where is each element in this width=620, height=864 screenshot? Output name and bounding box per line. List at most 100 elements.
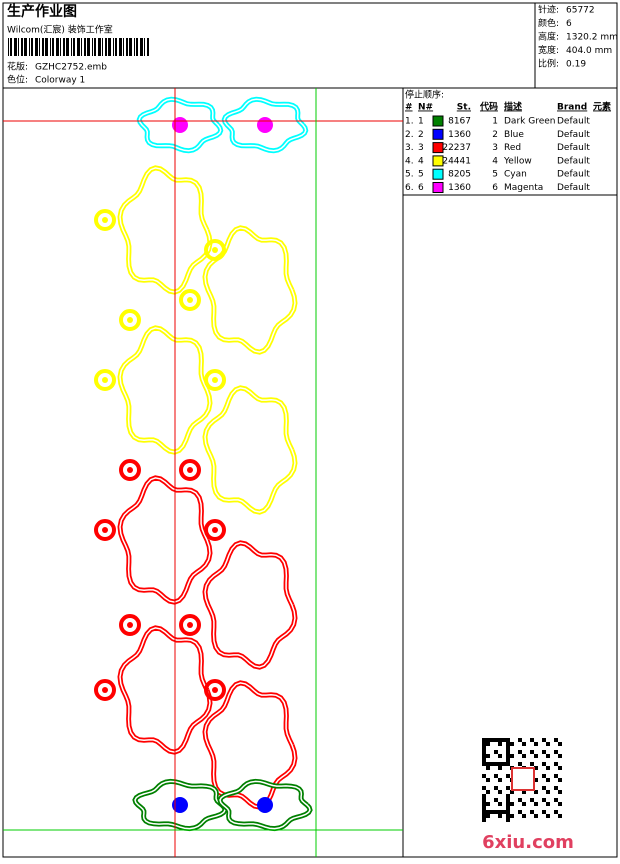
barcode-bar xyxy=(102,38,103,56)
qr-cell xyxy=(506,758,510,762)
qr-cell xyxy=(546,754,550,758)
qr-cell xyxy=(546,766,550,770)
qr-cell xyxy=(554,762,558,766)
qr-cell xyxy=(482,814,486,818)
cell: 2 xyxy=(492,130,498,140)
qr-cell xyxy=(510,742,514,746)
qr-cell xyxy=(522,814,526,818)
motif-dot xyxy=(187,622,193,628)
column-header: St. xyxy=(457,103,471,113)
motif-dot xyxy=(212,687,218,693)
qr-cell xyxy=(486,738,490,742)
qr-cell xyxy=(554,738,558,742)
cell: 4 xyxy=(492,156,498,166)
qr-cell xyxy=(506,742,510,746)
qr-cell xyxy=(482,794,486,798)
qr-cell xyxy=(554,750,558,754)
qr-cell xyxy=(542,810,546,814)
barcode-bar xyxy=(14,38,17,56)
cell: 24441 xyxy=(442,156,471,166)
cell: Cyan xyxy=(504,170,527,180)
motif-dot xyxy=(127,317,133,323)
motif xyxy=(134,780,226,830)
qr-cell xyxy=(506,802,510,806)
motif-ring xyxy=(119,309,141,331)
cell: Default xyxy=(557,117,590,127)
barcode-bar xyxy=(115,38,117,56)
qr-cell xyxy=(506,738,510,742)
qr-cell xyxy=(486,802,490,806)
motif xyxy=(172,117,188,133)
qr-cell xyxy=(506,786,510,790)
barcode-bar xyxy=(8,38,9,56)
qr-cell xyxy=(482,798,486,802)
qr-cell xyxy=(518,738,522,742)
qr-cell xyxy=(558,814,562,818)
qr-cell xyxy=(534,754,538,758)
motif xyxy=(119,167,211,293)
qr-cell xyxy=(482,738,486,742)
qr-cell xyxy=(506,794,510,798)
qr-cell xyxy=(554,810,558,814)
qr-cell xyxy=(482,762,486,766)
cell: 5 xyxy=(418,170,424,180)
motif xyxy=(119,477,211,603)
watermark: 6xiu.com xyxy=(482,832,574,853)
barcode-bar xyxy=(71,38,72,56)
qr-cell xyxy=(486,814,490,818)
motif xyxy=(219,780,311,830)
qr-cell xyxy=(510,802,514,806)
qr-cell xyxy=(554,786,558,790)
motif-ring xyxy=(179,459,201,481)
qr-cell xyxy=(490,762,494,766)
column-header: 描述 xyxy=(504,101,522,113)
qr-cell xyxy=(498,790,502,794)
motif-dot xyxy=(212,527,218,533)
motif-dot xyxy=(187,467,193,473)
qr-cell xyxy=(542,750,546,754)
barcode-bar xyxy=(63,38,65,56)
barcode-bar xyxy=(24,38,27,56)
qr-cell xyxy=(546,802,550,806)
info-value: 0.19 xyxy=(566,60,586,70)
qr-cell xyxy=(498,814,502,818)
qr-cell xyxy=(546,790,550,794)
info-label: 宽度: xyxy=(538,44,559,56)
qr-cell xyxy=(518,750,522,754)
cell: 6 xyxy=(418,183,424,193)
motif xyxy=(204,387,296,513)
cell: 3. xyxy=(405,143,414,153)
motif-ring xyxy=(204,679,226,701)
qr-cell xyxy=(506,818,510,822)
info-value: 1320.2 mm xyxy=(566,33,618,43)
motif-dot xyxy=(102,217,108,223)
qr-cell xyxy=(486,778,490,782)
colorway-label: 色位: xyxy=(7,74,28,86)
qr-code xyxy=(482,738,562,822)
motif-ring xyxy=(94,209,116,231)
cell: 2. xyxy=(405,130,414,140)
qr-cell xyxy=(534,778,538,782)
qr-cell xyxy=(506,762,510,766)
qr-cell xyxy=(498,754,502,758)
cell: Default xyxy=(557,183,590,193)
cell: 1 xyxy=(492,117,498,127)
barcode-bar xyxy=(60,38,61,56)
qr-cell xyxy=(482,802,486,806)
motif-dot xyxy=(127,467,133,473)
table-title: 停止顺序: xyxy=(405,89,444,101)
column-header: 元素 xyxy=(593,101,611,113)
barcode-bar xyxy=(108,38,111,56)
motif-ring xyxy=(119,459,141,481)
cell: 6 xyxy=(492,183,498,193)
qr-cell xyxy=(506,750,510,754)
info-value: 6 xyxy=(566,19,572,29)
qr-cell xyxy=(482,818,486,822)
color-swatch xyxy=(432,115,444,127)
qr-cell xyxy=(482,746,486,750)
barcode-bar xyxy=(35,38,38,56)
motif xyxy=(138,98,222,152)
cell: Magenta xyxy=(504,183,543,193)
motif xyxy=(257,797,273,813)
